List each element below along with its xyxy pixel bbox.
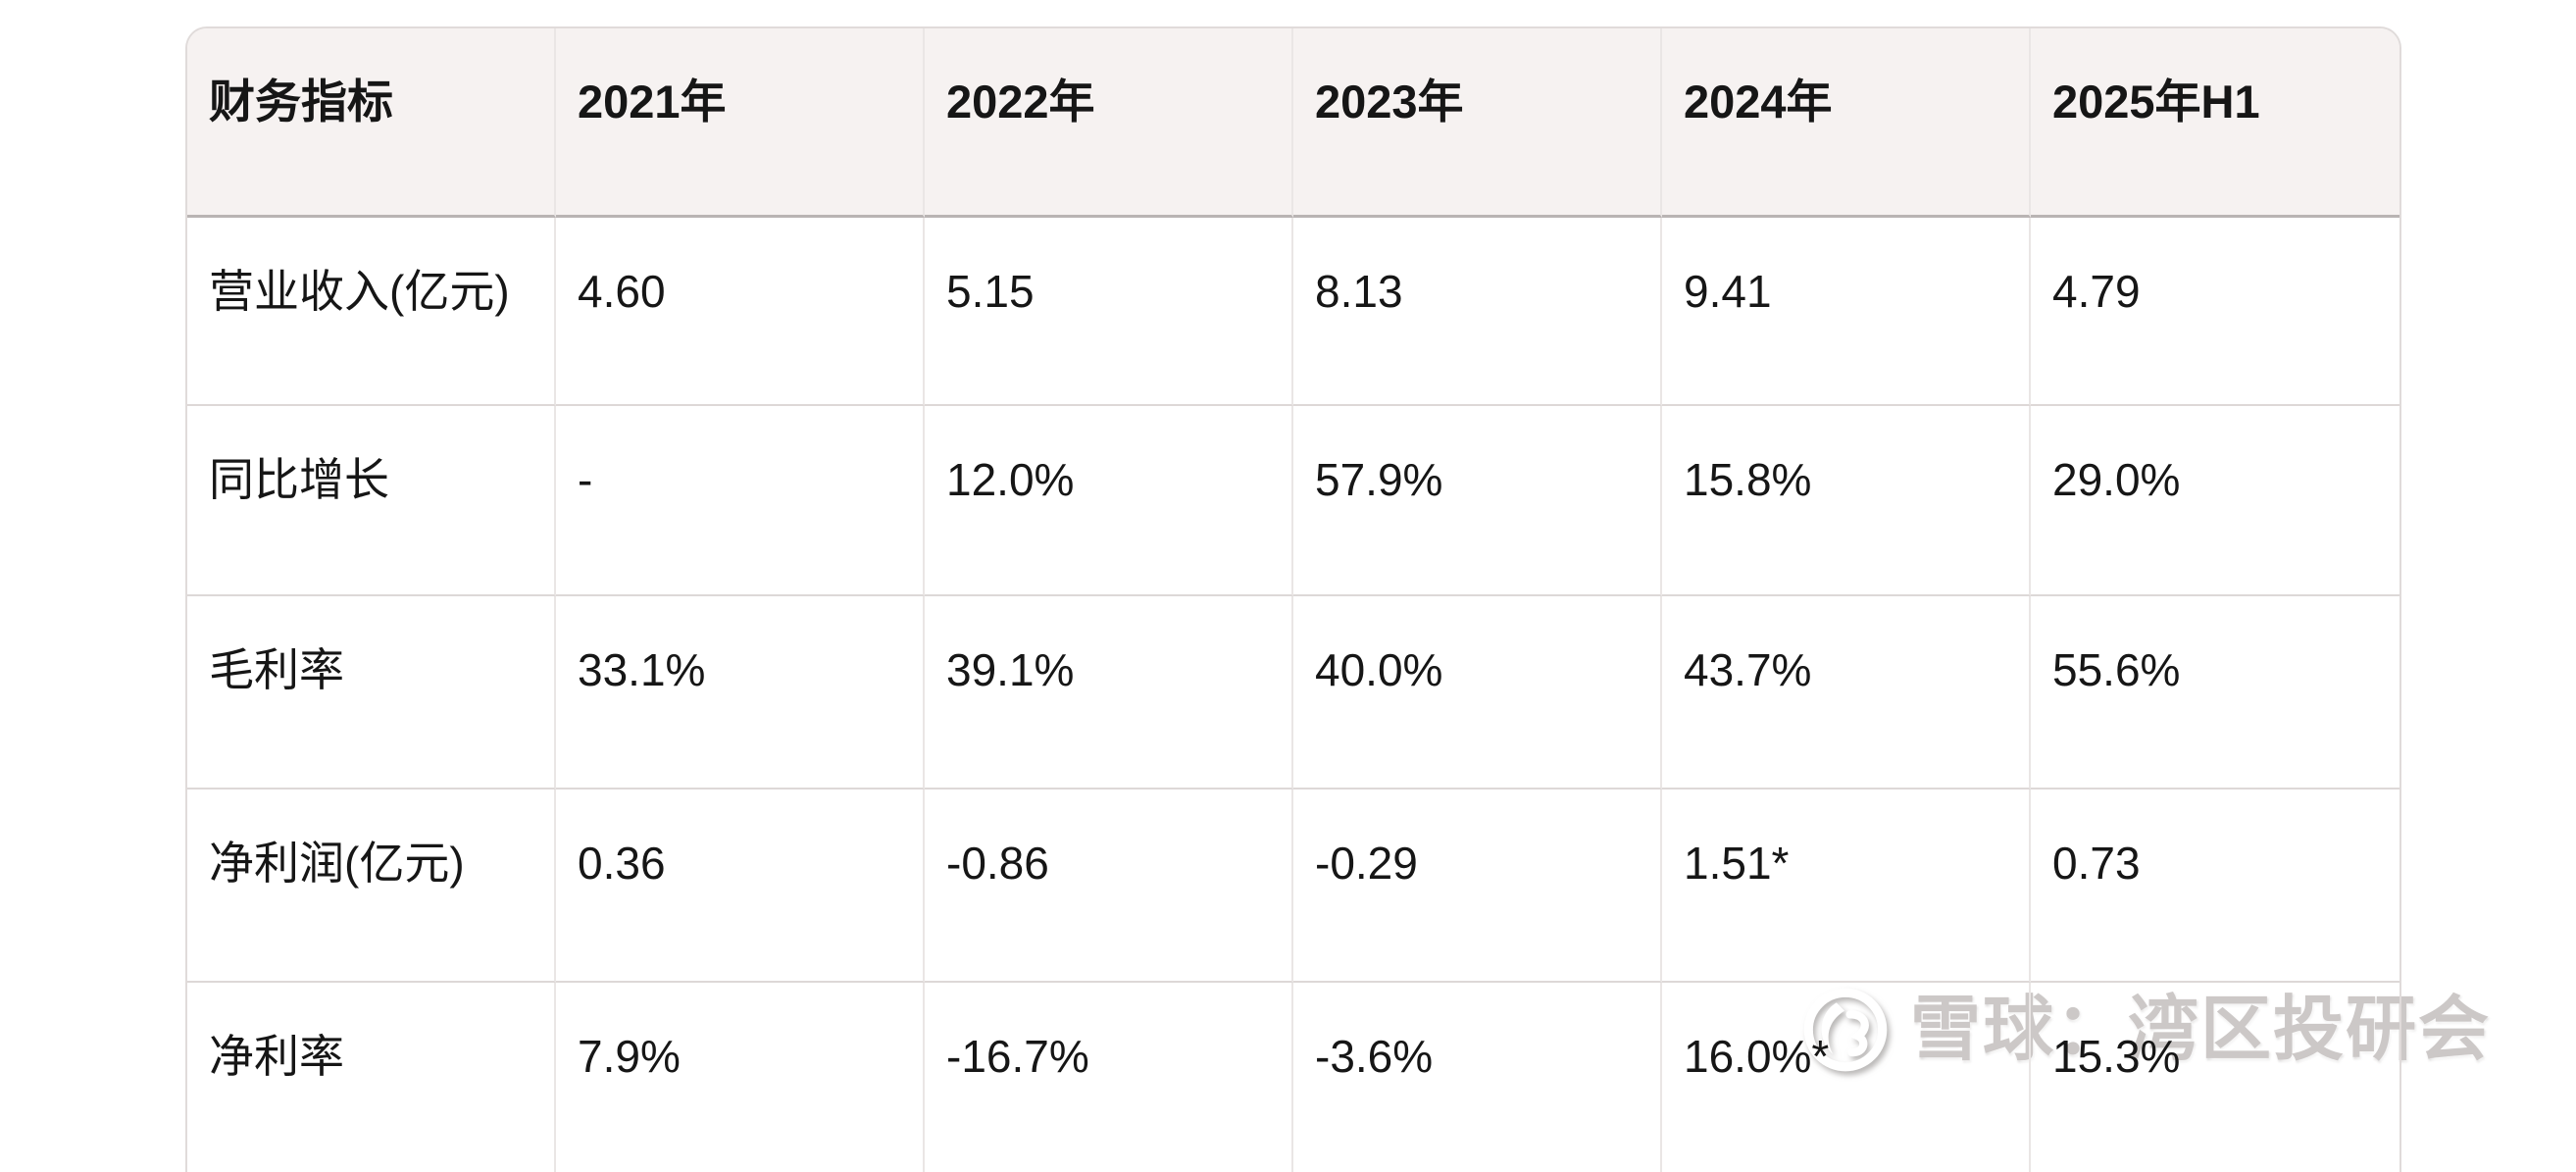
financial-table: 财务指标 2021年 2022年 2023年 2024年 2025年H1 营业收… [185, 26, 2401, 1172]
row-label-gross-margin: 毛利率 [187, 596, 556, 790]
row-label-net-margin: 净利率 [187, 983, 556, 1172]
cell-netprofit-2022: -0.86 [925, 790, 1293, 983]
cell-netmargin-2024: 16.0%* [1662, 983, 2031, 1172]
cell-netmargin-2023: -3.6% [1293, 983, 1662, 1172]
row-label-revenue: 营业收入(亿元) [187, 218, 556, 406]
cell-gross-2021: 33.1% [556, 596, 925, 790]
cell-netmargin-2021: 7.9% [556, 983, 925, 1172]
cell-netprofit-2021: 0.36 [556, 790, 925, 983]
cell-yoy-2021: - [556, 406, 925, 596]
column-header-2024: 2024年 [1662, 28, 2031, 218]
cell-netprofit-2023: -0.29 [1293, 790, 1662, 983]
column-header-2022: 2022年 [925, 28, 1293, 218]
cell-netmargin-2022: -16.7% [925, 983, 1293, 1172]
row-label-net-profit: 净利润(亿元) [187, 790, 556, 983]
cell-revenue-2021: 4.60 [556, 218, 925, 406]
cell-gross-2022: 39.1% [925, 596, 1293, 790]
cell-yoy-2025h1: 29.0% [2031, 406, 2399, 596]
cell-gross-2024: 43.7% [1662, 596, 2031, 790]
cell-netprofit-2025h1: 0.73 [2031, 790, 2399, 983]
row-label-yoy-growth: 同比增长 [187, 406, 556, 596]
cell-gross-2025h1: 55.6% [2031, 596, 2399, 790]
cell-netmargin-2025h1: 15.3% [2031, 983, 2399, 1172]
column-header-2025h1: 2025年H1 [2031, 28, 2399, 218]
cell-revenue-2024: 9.41 [1662, 218, 2031, 406]
cell-revenue-2022: 5.15 [925, 218, 1293, 406]
cell-gross-2023: 40.0% [1293, 596, 1662, 790]
column-header-2021: 2021年 [556, 28, 925, 218]
cell-revenue-2025h1: 4.79 [2031, 218, 2399, 406]
cell-revenue-2023: 8.13 [1293, 218, 1662, 406]
column-header-metric: 财务指标 [187, 28, 556, 218]
cell-netprofit-2024: 1.51* [1662, 790, 2031, 983]
column-header-2023: 2023年 [1293, 28, 1662, 218]
cell-yoy-2022: 12.0% [925, 406, 1293, 596]
cell-yoy-2023: 57.9% [1293, 406, 1662, 596]
cell-yoy-2024: 15.8% [1662, 406, 2031, 596]
